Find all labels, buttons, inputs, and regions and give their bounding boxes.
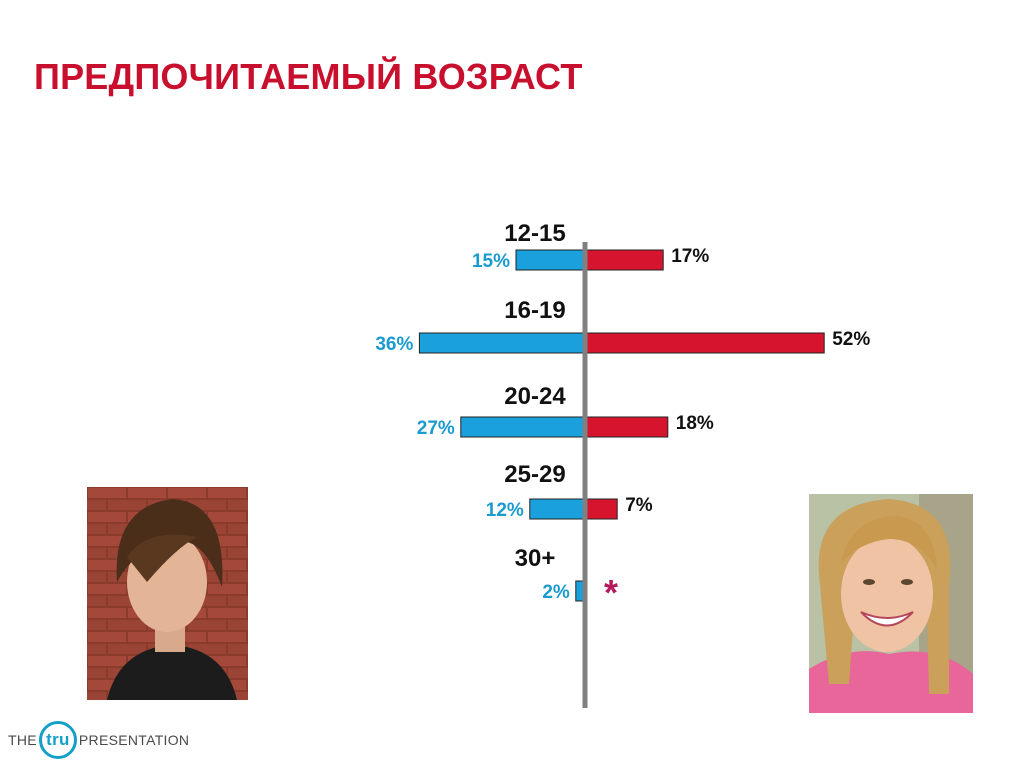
bar-left bbox=[529, 498, 586, 520]
girl-photo bbox=[809, 494, 973, 713]
value-label-left: 27% bbox=[417, 418, 455, 439]
footer-suffix: PRESENTATION bbox=[78, 732, 190, 748]
value-label-right: 18% bbox=[676, 413, 714, 434]
category-label: 20-24 bbox=[504, 383, 566, 410]
footer-prefix: THE bbox=[8, 732, 37, 748]
bar-left bbox=[515, 249, 586, 271]
asterisk-marker: * bbox=[604, 572, 618, 613]
value-label-left: 2% bbox=[542, 582, 570, 603]
bar-left bbox=[418, 332, 586, 354]
tru-logo-icon: tru bbox=[38, 721, 77, 759]
value-label-right: 7% bbox=[625, 495, 653, 516]
category-label: 12-15 bbox=[504, 220, 565, 247]
value-label-left: 15% bbox=[472, 251, 510, 272]
bar-right bbox=[584, 498, 618, 520]
category-label: 30+ bbox=[515, 545, 556, 572]
category-label: 25-29 bbox=[504, 461, 565, 488]
value-label-left: 36% bbox=[375, 334, 413, 355]
bar-right bbox=[584, 332, 825, 354]
bar-right bbox=[584, 249, 664, 271]
boy-photo bbox=[87, 487, 248, 700]
brand-footer: THE tru PRESENTATION bbox=[8, 720, 189, 760]
bar-right bbox=[584, 416, 669, 438]
value-label-right: 52% bbox=[832, 329, 870, 350]
page-title: ПРЕДПОЧИТАЕМЫЙ ВОЗРАСТ bbox=[34, 56, 583, 97]
value-label-left: 12% bbox=[486, 500, 524, 521]
bar-left bbox=[460, 416, 586, 438]
category-label: 16-19 bbox=[504, 297, 565, 324]
value-label-right: 17% bbox=[671, 246, 709, 267]
